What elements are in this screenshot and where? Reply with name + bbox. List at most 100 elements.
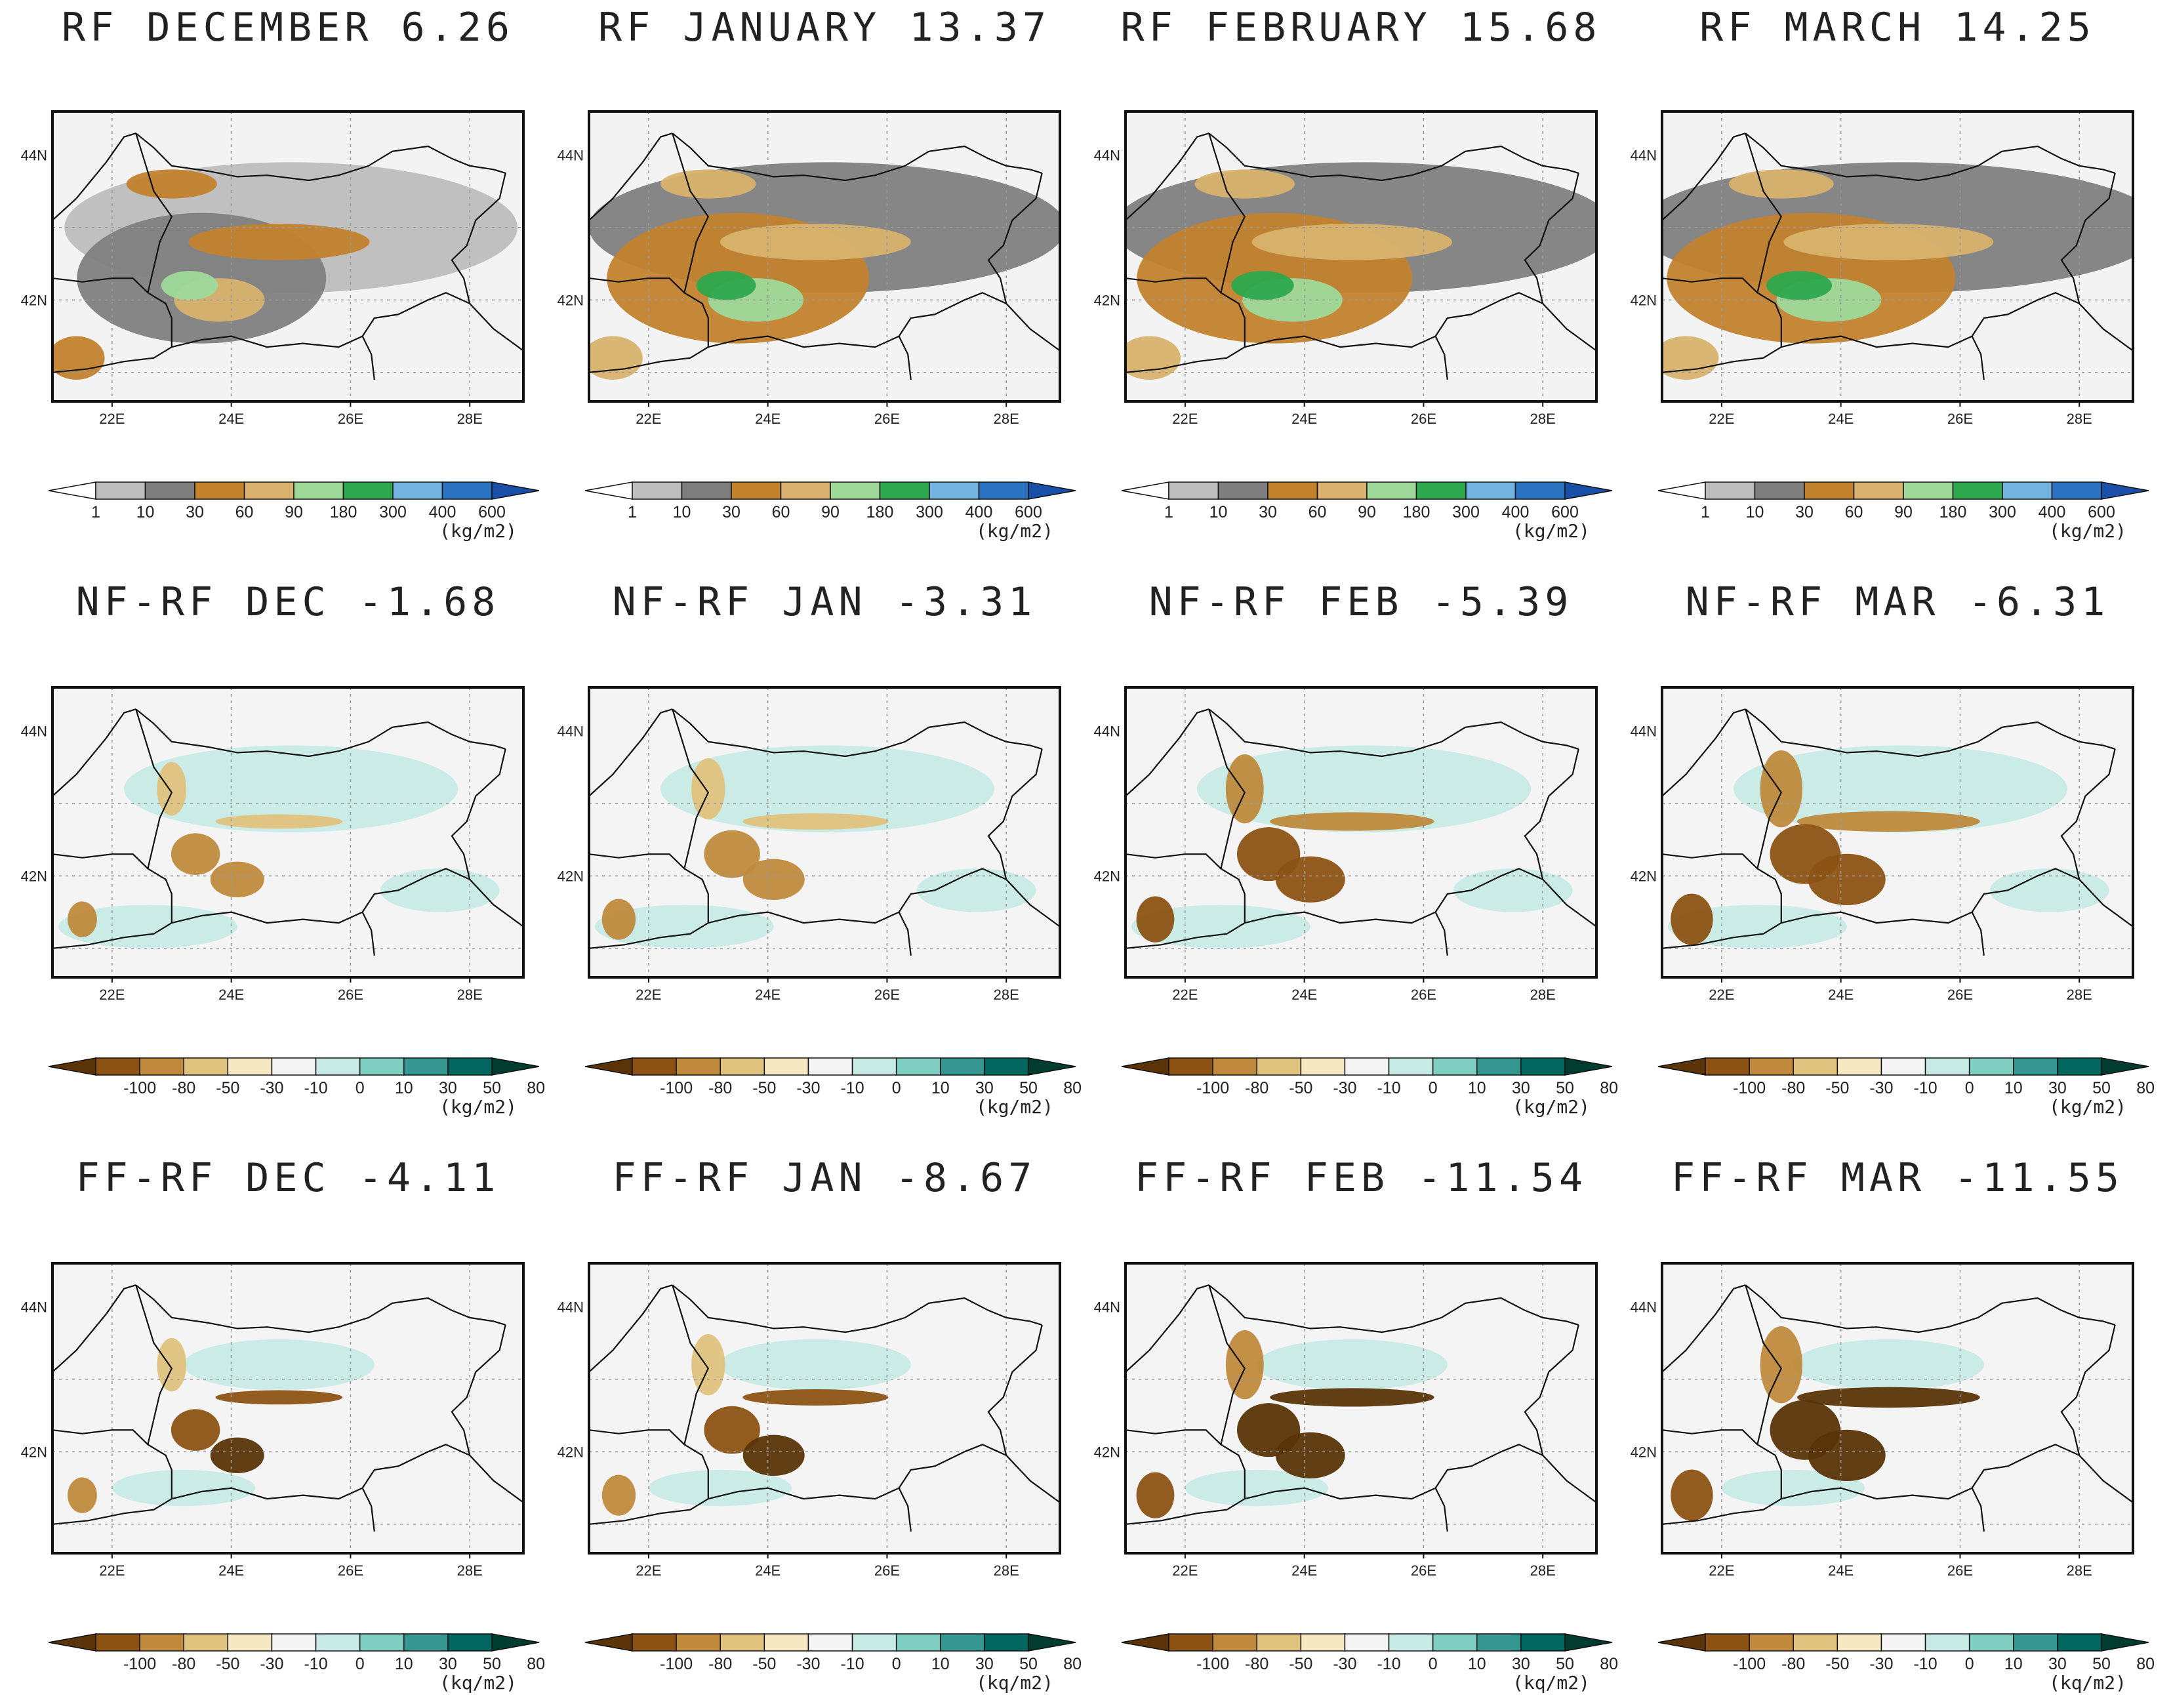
map-frame: [1661, 686, 2134, 979]
colorbar-tick-label: 0: [355, 1079, 365, 1097]
colorbar-tick-label: 600: [478, 503, 506, 521]
field-blob: [1270, 1388, 1434, 1407]
country-border: [1745, 1284, 1783, 1499]
colorbar-tick-label: 10: [2004, 1079, 2023, 1097]
colorbar-box: [243, 481, 294, 500]
colorbar-box: [1432, 1633, 1478, 1652]
field-blob: [215, 814, 343, 829]
colorbar-tick-label: 180: [330, 503, 357, 521]
country-border: [1971, 912, 1985, 956]
field-blob: [1197, 745, 1532, 832]
colorbar-low-arrow: [48, 1057, 96, 1076]
panel: RF DECEMBER 6.26 22E 24E 26E 28E 44N 42N 1 10 30 6…: [21, 5, 540, 542]
lat-tick-label: 44N: [21, 723, 47, 739]
colorbar-box: [183, 1057, 229, 1076]
colorbar-tick-label: -100: [123, 1079, 156, 1097]
field-blob: [1256, 1339, 1448, 1391]
colorbar-tick-label: 10: [931, 1655, 950, 1673]
field-blob: [1793, 1339, 1984, 1391]
lon-tick-label: 22E: [636, 1562, 661, 1579]
colorbar-box: [447, 1057, 493, 1076]
field-blob: [1225, 1330, 1264, 1400]
colorbar-box: [403, 1057, 449, 1076]
colorbar-tick-label: -30: [1869, 1655, 1893, 1673]
country-border: [1126, 708, 1209, 797]
country-border: [52, 1284, 136, 1373]
map-frame: [51, 110, 525, 403]
colorbar-box: [1968, 1057, 2014, 1076]
colorbar-box: [403, 1633, 449, 1652]
colorbar-low-arrow: [48, 1633, 96, 1652]
colorbar-tick-label: -100: [1733, 1079, 1766, 1097]
country-border: [1662, 708, 1746, 797]
field-blob: [210, 861, 264, 898]
colorbar-high-arrow: [1028, 481, 1076, 500]
panel-title: FF-RF FEB -11.54: [1135, 1155, 1587, 1201]
colorbar-tick-label: 10: [1209, 503, 1228, 521]
colorbar-box: [1465, 481, 1516, 500]
lon-tick-label: 28E: [1530, 986, 1556, 1003]
colorbar-box: [1705, 1057, 1750, 1076]
colorbar-box: [720, 1633, 765, 1652]
colorbar-high-arrow: [2101, 481, 2149, 500]
country-border: [708, 1444, 1007, 1500]
country-border: [1434, 1488, 1448, 1532]
country-border: [1208, 132, 1246, 348]
colorbar-box: [681, 481, 732, 500]
field-layer: [1662, 1263, 2133, 1553]
field-blob: [1136, 896, 1175, 943]
colorbar-box: [1952, 481, 2003, 500]
colorbar-tick-label: 180: [1403, 503, 1430, 521]
country-border: [1745, 1284, 2116, 1333]
country-border: [1662, 1429, 1758, 1446]
lat-tick-label: 44N: [1094, 723, 1120, 739]
lat-tick-label: 42N: [21, 868, 47, 884]
field-blob: [704, 830, 760, 878]
colorbar-box: [2051, 481, 2102, 500]
colorbar-tick-label: 90: [821, 503, 840, 521]
colorbar-tick-label: 80: [1600, 1655, 1618, 1673]
field-blob: [1275, 1432, 1345, 1478]
field-blob: [68, 901, 97, 937]
country-border: [589, 1498, 709, 1525]
country-border: [171, 868, 470, 924]
colorbar-tick-label: 1: [628, 503, 637, 521]
lon-tick-label: 24E: [218, 986, 244, 1003]
colorbar-unit: (kg/m2): [439, 1096, 517, 1118]
country-border: [2060, 748, 2133, 927]
country-border: [1244, 292, 1543, 348]
field-layer: [1662, 687, 2133, 977]
colorbar-box: [807, 1633, 853, 1652]
field-layer: [52, 687, 523, 977]
colorbar-tick-label: 80: [1063, 1079, 1082, 1097]
colorbar-tick-label: 10: [1468, 1079, 1486, 1097]
lon-tick-label: 26E: [874, 1562, 900, 1579]
colorbar-box: [1366, 481, 1417, 500]
colorbar-unit: (kq/m2): [976, 1672, 1053, 1694]
colorbar-box: [940, 1633, 985, 1652]
colorbar-box: [2002, 481, 2053, 500]
colorbar-box: [315, 1057, 361, 1076]
field-layer: [1126, 112, 1596, 401]
country-border: [1244, 1444, 1543, 1500]
colorbar-tick-label: 0: [1429, 1655, 1438, 1673]
colorbar: -100 -80 -50 -30 -10 0 10 30 50 80(kg/m2): [1657, 1057, 2155, 1118]
colorbar-tick-label: -10: [304, 1079, 327, 1097]
lon-tick-label: 28E: [457, 411, 483, 427]
field-blob: [68, 1477, 97, 1513]
country-border: [52, 922, 172, 949]
colorbar-box: [2013, 1633, 2058, 1652]
colorbar-high-arrow: [491, 1633, 540, 1652]
colorbar-box: [984, 1633, 1029, 1652]
colorbar-box: [632, 1633, 677, 1652]
colorbar-tick-label: -10: [304, 1655, 327, 1673]
colorbar-box: [95, 1057, 140, 1076]
field-blob: [1721, 1469, 1865, 1507]
country-border: [1434, 336, 1448, 380]
lon-tick-label: 28E: [457, 986, 483, 1003]
field-blob: [112, 1469, 256, 1507]
lat-tick-label: 44N: [1094, 1299, 1120, 1315]
lon-tick-label: 22E: [1172, 411, 1198, 427]
field-blob: [1783, 224, 1994, 260]
lat-tick-label: 42N: [1094, 1444, 1120, 1460]
